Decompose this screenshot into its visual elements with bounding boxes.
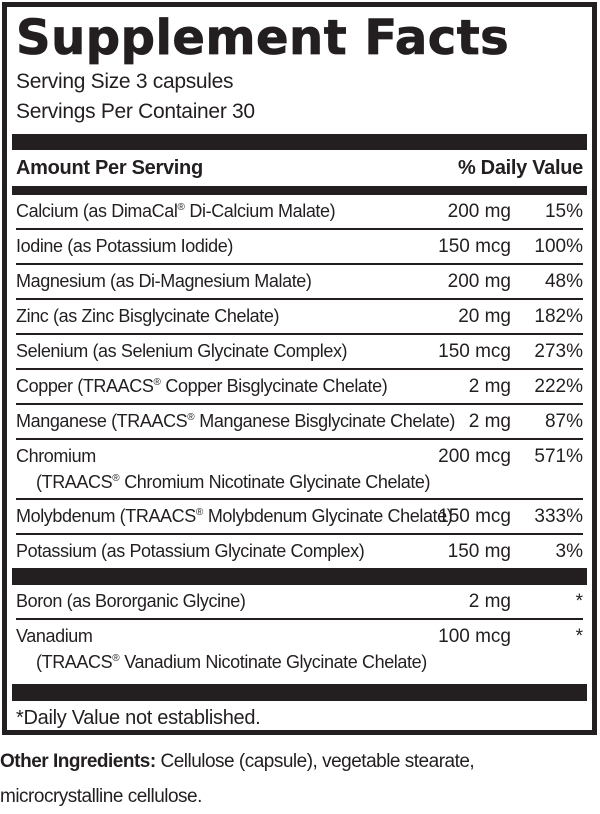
column-header-row: Amount Per Serving % Daily Value xyxy=(16,150,583,186)
divider-bar-thick xyxy=(12,134,587,150)
other-ingredients-label: Other Ingredients: xyxy=(0,751,156,772)
table-row: Potassium (as Potassium Glycinate Comple… xyxy=(16,533,583,568)
other-ingredients-text: Cellulose (capsule), vegetable stearate,… xyxy=(0,751,475,807)
table-row: Magnesium (as Di-Magnesium Malate) 200 m… xyxy=(16,263,583,298)
other-ingredients: Other Ingredients: Cellulose (capsule), … xyxy=(0,744,600,814)
table-row: Boron (as Bororganic Glycine) 2 mg * xyxy=(16,585,583,618)
nutrient-daily-value: 333% xyxy=(534,506,583,527)
nutrient-daily-value: 571% xyxy=(534,446,583,467)
divider-bar-thick xyxy=(12,568,587,585)
column-header-daily-value: % Daily Value xyxy=(457,157,583,179)
divider-bar-medium xyxy=(12,186,587,195)
nutrient-daily-value: 100% xyxy=(534,236,583,257)
table-row: Copper (TRAACS® Copper Bisglycinate Chel… xyxy=(16,368,583,403)
nutrient-name-continued: (TRAACS® Vanadium Nicotinate Glycinate C… xyxy=(36,652,427,672)
nutrient-daily-value: 273% xyxy=(534,341,583,362)
nutrient-name: Manganese (TRAACS® Manganese Bisglycinat… xyxy=(16,411,456,431)
nutrient-amount: 150 mcg xyxy=(438,341,511,362)
nutrient-daily-value: 222% xyxy=(534,376,583,397)
nutrient-name: Copper (TRAACS® Copper Bisglycinate Chel… xyxy=(16,376,388,396)
nutrient-daily-value: * xyxy=(575,591,583,612)
nutrient-name: Molybdenum (TRAACS® Molybdenum Glycinate… xyxy=(16,506,453,526)
nutrient-name: Selenium (as Selenium Glycinate Complex) xyxy=(16,341,348,361)
nutrient-daily-value: 87% xyxy=(544,411,583,432)
table-row: Selenium (as Selenium Glycinate Complex)… xyxy=(16,333,583,368)
table-row: Molybdenum (TRAACS® Molybdenum Glycinate… xyxy=(16,498,583,533)
nutrient-rows: Calcium (as DimaCal® Di-Calcium Malate) … xyxy=(16,195,583,568)
table-row: Vanadium 100 mcg * (TRAACS® Vanadium Nic… xyxy=(16,618,583,678)
nutrient-amount: 150 mcg xyxy=(438,506,511,527)
nutrient-name: Magnesium (as Di-Magnesium Malate) xyxy=(16,271,312,291)
table-row: Manganese (TRAACS® Manganese Bisglycinat… xyxy=(16,403,583,438)
nutrient-daily-value: * xyxy=(575,626,583,647)
table-row: Calcium (as DimaCal® Di-Calcium Malate) … xyxy=(16,195,583,228)
nutrient-name: Vanadium xyxy=(16,626,93,646)
supplement-facts-title: Supplement Facts xyxy=(16,10,510,67)
nutrient-amount: 100 mcg xyxy=(438,626,511,647)
nutrient-amount: 2 mg xyxy=(468,411,511,432)
nutrient-amount: 150 mcg xyxy=(438,236,511,257)
nutrient-amount: 20 mg xyxy=(458,306,511,327)
nutrient-name: Calcium (as DimaCal® Di-Calcium Malate) xyxy=(16,201,336,221)
nutrient-name: Zinc (as Zinc Bisglycinate Chelate) xyxy=(16,306,280,326)
nutrient-rows-no-dv: Boron (as Bororganic Glycine) 2 mg * Van… xyxy=(16,585,583,678)
nutrient-amount: 200 mg xyxy=(447,271,511,292)
nutrient-amount: 2 mg xyxy=(468,376,511,397)
nutrient-daily-value: 48% xyxy=(544,271,583,292)
nutrient-name: Iodine (as Potassium Iodide) xyxy=(16,236,233,256)
nutrient-daily-value: 3% xyxy=(555,541,583,562)
nutrient-amount: 2 mg xyxy=(468,591,511,612)
nutrient-name: Potassium (as Potassium Glycinate Comple… xyxy=(16,541,365,561)
nutrient-daily-value: 182% xyxy=(534,306,583,327)
column-header-amount: Amount Per Serving xyxy=(16,157,203,179)
nutrient-amount: 200 mcg xyxy=(438,446,511,467)
supplement-facts-panel: Supplement Facts Serving Size 3 capsules… xyxy=(2,2,597,735)
divider-bar-thick xyxy=(12,684,587,701)
nutrient-name: Chromium xyxy=(16,446,96,466)
nutrient-daily-value: 15% xyxy=(544,201,583,222)
nutrient-name-continued: (TRAACS® Chromium Nicotinate Glycinate C… xyxy=(36,472,431,492)
servings-per-container: Servings Per Container 30 xyxy=(16,100,255,123)
table-row: Zinc (as Zinc Bisglycinate Chelate) 20 m… xyxy=(16,298,583,333)
nutrient-amount: 200 mg xyxy=(447,201,511,222)
table-row: Iodine (as Potassium Iodide) 150 mcg 100… xyxy=(16,228,583,263)
serving-size: Serving Size 3 capsules xyxy=(16,70,234,93)
daily-value-footnote: *Daily Value not established. xyxy=(16,707,261,729)
nutrient-name: Boron (as Bororganic Glycine) xyxy=(16,591,246,611)
nutrient-amount: 150 mg xyxy=(447,541,511,562)
table-row: Chromium 200 mcg 571% (TRAACS® Chromium … xyxy=(16,438,583,498)
